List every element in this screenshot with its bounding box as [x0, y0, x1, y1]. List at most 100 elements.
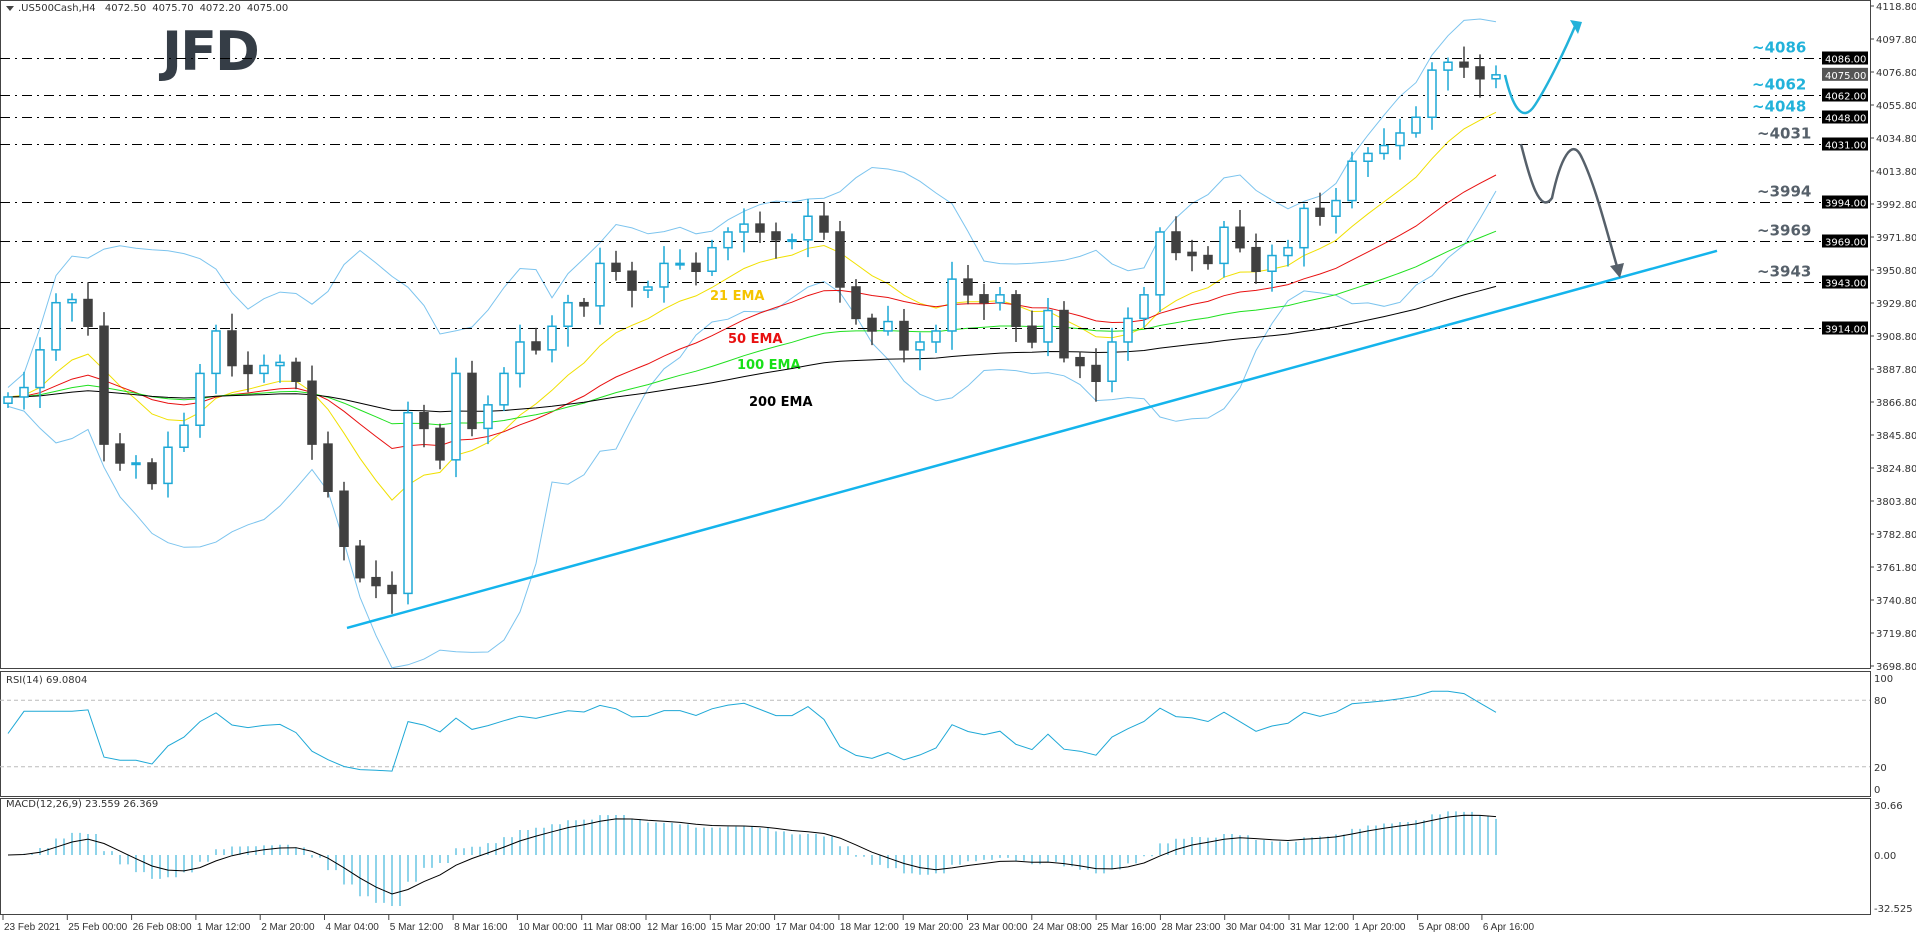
- candle: [1363, 147, 1373, 177]
- candle-body: [611, 262, 621, 273]
- current-price-label: 4075.00: [1825, 71, 1866, 82]
- candle-body: [131, 462, 141, 466]
- x-tick-label: 31 Mar 12:00: [1290, 922, 1349, 933]
- rsi-line: [7, 690, 1497, 772]
- rsi-panel: [0, 671, 1871, 797]
- y-tick-label: 3698.80: [1876, 662, 1916, 673]
- low-value: 4072.20: [199, 3, 241, 14]
- candle: [1411, 106, 1421, 138]
- candle-body: [867, 317, 877, 332]
- level-price-box-label: 4062.00: [1825, 92, 1866, 103]
- candle-body: [563, 301, 573, 328]
- candle: [1219, 220, 1229, 278]
- candle: [1027, 310, 1037, 349]
- y-tick-label: 3887.80: [1876, 365, 1916, 376]
- candle-body: [419, 411, 429, 430]
- candle: [67, 293, 77, 322]
- candle: [1155, 227, 1165, 313]
- candle: [1187, 239, 1197, 272]
- open-value: 4072.50: [104, 3, 147, 14]
- candle-body: [339, 490, 349, 548]
- candle: [1347, 151, 1357, 209]
- candle-body: [51, 301, 61, 351]
- candle-body: [403, 411, 413, 595]
- candle: [963, 264, 973, 305]
- candle: [771, 222, 781, 259]
- candle: [611, 250, 621, 281]
- candle: [675, 249, 685, 270]
- candle-body: [1363, 152, 1373, 163]
- candle: [1459, 46, 1469, 78]
- candle-body: [179, 424, 189, 449]
- x-tick-label: 25 Feb 00:00: [68, 922, 127, 933]
- candle-body: [323, 443, 333, 493]
- candle: [1043, 297, 1053, 357]
- dropdown-triangle-icon[interactable]: [6, 5, 14, 11]
- ema-label-100: 100 EMA: [737, 358, 801, 373]
- candle-body: [963, 278, 973, 296]
- candle: [835, 220, 845, 303]
- bollinger-lower: [7, 190, 1497, 669]
- y-tick-label: 3950.80: [1876, 266, 1916, 277]
- ema-line-50: [7, 174, 1497, 450]
- y-tick-label: 3803.80: [1876, 497, 1916, 508]
- candle-body: [899, 320, 909, 351]
- candle: [515, 324, 525, 388]
- x-tick-label: 15 Mar 20:00: [711, 922, 770, 933]
- level-price-box: [1822, 321, 1868, 335]
- candle-body: [1315, 207, 1325, 218]
- level-price-box-label: 3914.00: [1825, 325, 1866, 336]
- candle-body: [1027, 325, 1037, 343]
- x-tick-label: 6 Apr 16:00: [1483, 922, 1535, 933]
- level-price-box: [1822, 234, 1868, 248]
- candle: [563, 294, 573, 347]
- candle-body: [387, 584, 397, 595]
- level-price-box: [1822, 110, 1868, 124]
- level-price-box-label: 3969.00: [1825, 238, 1866, 249]
- y-tick-label: 3971.80: [1876, 233, 1916, 244]
- level-price-box-label: 4048.00: [1825, 114, 1866, 125]
- x-tick-label: 5 Mar 12:00: [390, 922, 444, 933]
- x-tick-label: 30 Mar 04:00: [1226, 922, 1285, 933]
- candle: [1443, 57, 1453, 91]
- candle: [659, 246, 669, 303]
- candle: [803, 198, 813, 258]
- bearish-scenario-arrow: [1519, 143, 1620, 271]
- candle: [1075, 351, 1085, 379]
- candle: [643, 280, 653, 298]
- candle: [899, 308, 909, 363]
- candle-body: [291, 361, 301, 383]
- x-tick-label: 25 Mar 16:00: [1097, 922, 1156, 933]
- candle: [419, 404, 429, 448]
- candle: [179, 412, 189, 452]
- level-price-box-label: 4086.00: [1825, 55, 1866, 66]
- candle: [947, 261, 957, 350]
- candle-body: [451, 372, 461, 461]
- candle-body: [483, 404, 493, 430]
- candle-body: [467, 372, 477, 430]
- candle: [275, 354, 285, 383]
- candle: [83, 282, 93, 336]
- candle-body: [771, 231, 781, 241]
- candle: [243, 351, 253, 393]
- candle: [707, 239, 717, 276]
- candle-body: [1347, 160, 1357, 202]
- y-tick-label: 4034.80: [1876, 134, 1916, 145]
- level-price-box-label: 3994.00: [1825, 199, 1866, 210]
- candle: [355, 539, 365, 583]
- bollinger-upper: [7, 18, 1497, 388]
- candle: [291, 357, 301, 390]
- candle-body: [275, 361, 285, 367]
- candle-body: [259, 364, 269, 375]
- y-tick-label: 4097.80: [1876, 35, 1916, 46]
- candle-body: [659, 262, 669, 288]
- candle: [3, 392, 13, 408]
- x-tick-label: 23 Feb 2021: [4, 922, 61, 933]
- candle: [163, 431, 173, 498]
- candle: [195, 363, 205, 438]
- y-tick-label: 3740.80: [1876, 596, 1916, 607]
- candle: [787, 233, 797, 250]
- candle: [339, 481, 349, 561]
- candle: [915, 332, 925, 371]
- candle-body: [835, 231, 845, 288]
